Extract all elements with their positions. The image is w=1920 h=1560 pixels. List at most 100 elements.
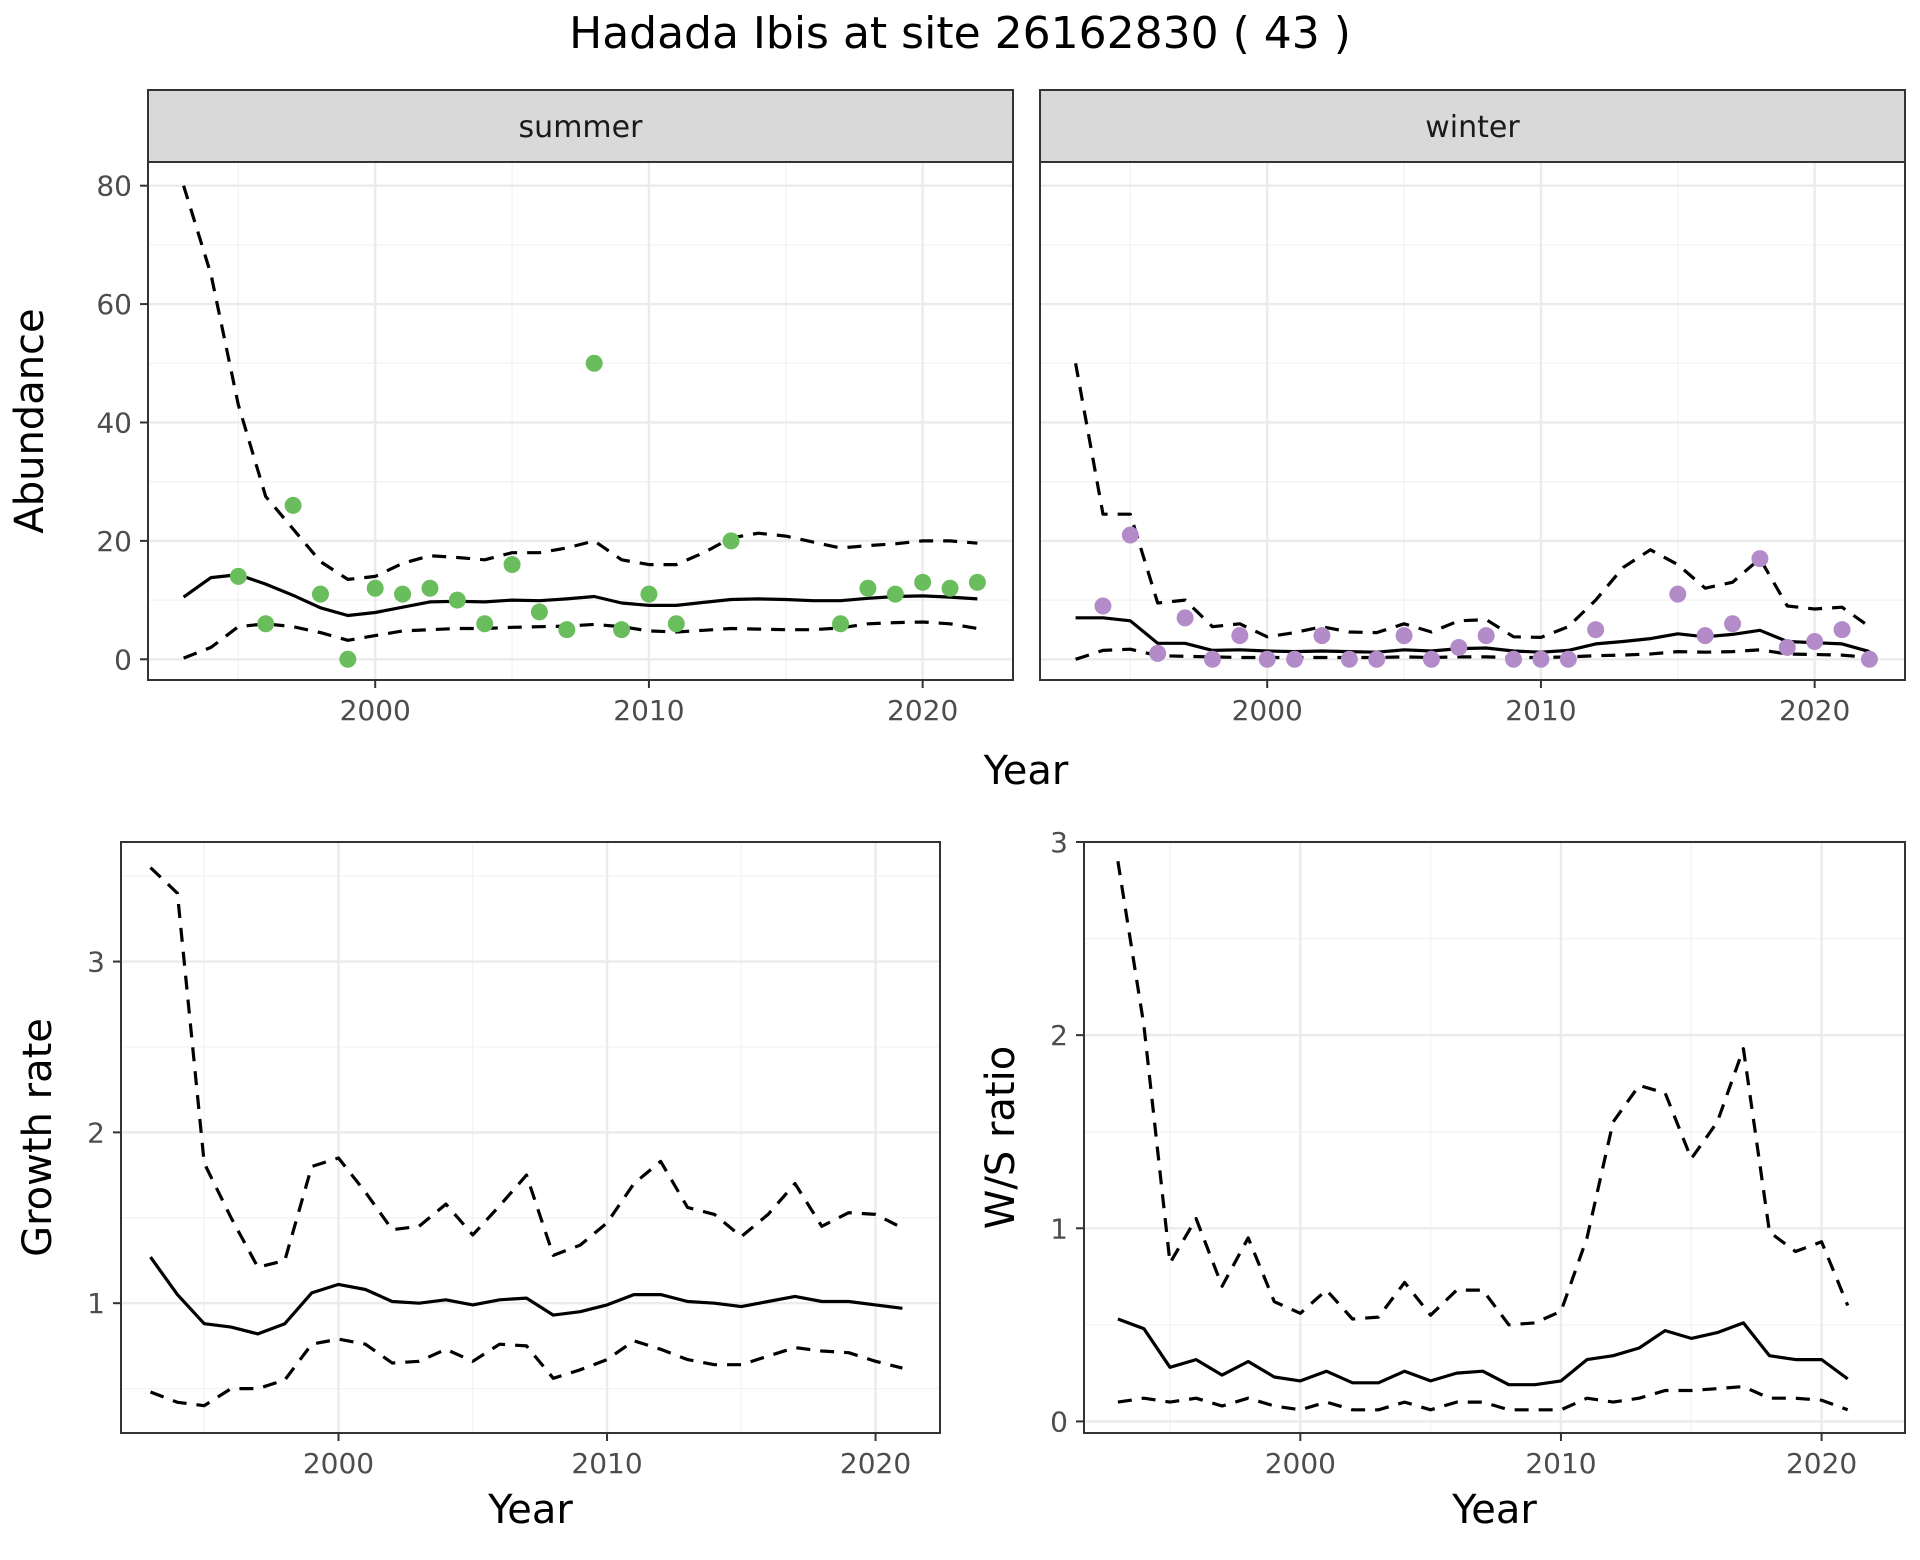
x-tick-label: 2000 <box>1232 694 1303 727</box>
x-axis-title: Year <box>1451 1487 1537 1533</box>
data-point <box>1724 615 1742 633</box>
data-point <box>1833 621 1851 639</box>
data-point <box>1368 650 1386 668</box>
data-point <box>1121 526 1139 544</box>
panel-border <box>147 161 1014 681</box>
data-point <box>1860 650 1878 668</box>
lower-ci-line <box>183 620 978 660</box>
panel-ws_ratio: 2000 2010 2020 0 1 2 3 W/S ratio Year <box>978 826 1906 1533</box>
data-point <box>640 585 658 603</box>
x-tick-label: 2000 <box>303 1447 374 1480</box>
data-point <box>832 615 850 633</box>
facet-strip <box>147 89 1014 163</box>
data-point <box>1313 627 1331 645</box>
x-tick-label: 2010 <box>1525 1447 1596 1480</box>
data-point <box>722 532 740 550</box>
data-point <box>968 573 986 591</box>
data-point <box>886 585 904 603</box>
median-line <box>1117 1317 1849 1387</box>
data-point <box>1422 650 1440 668</box>
y-tick-label: 1 <box>87 1287 105 1320</box>
data-point <box>558 621 576 639</box>
data-point <box>1203 650 1221 668</box>
y-tick-label: 0 <box>1050 1405 1068 1438</box>
facet-strip-label: summer <box>519 110 644 145</box>
upper-ci-line <box>1116 861 1850 1327</box>
data-point <box>585 354 603 372</box>
data-point <box>1450 638 1468 656</box>
y-tick-label: 80 <box>96 170 132 203</box>
y-tick-label: 20 <box>96 525 132 558</box>
data-point <box>366 579 384 597</box>
data-point <box>1258 650 1276 668</box>
data-point <box>1505 650 1523 668</box>
y-tick-label: 60 <box>96 288 132 321</box>
data-point <box>476 615 494 633</box>
data-point <box>1751 550 1769 568</box>
lower-ci-line <box>149 1337 903 1408</box>
data-point <box>859 579 877 597</box>
lower-ci-line <box>1117 1385 1849 1412</box>
data-point <box>1532 650 1550 668</box>
data-point <box>1340 650 1358 668</box>
x-tick-label: 2020 <box>887 694 958 727</box>
data-point <box>941 579 959 597</box>
panel-summer: summer 2000 2010 2020 0 20 40 60 80 Abundance <box>7 89 1014 727</box>
data-point <box>394 585 412 603</box>
chart-title: Hadada Ibis at site 26162830 ( 43 ) <box>569 8 1351 59</box>
panel-border <box>1039 161 1906 681</box>
data-point <box>667 615 685 633</box>
data-point <box>339 650 357 668</box>
x-tick-label: 2000 <box>340 694 411 727</box>
median-line <box>149 1256 903 1336</box>
data-point <box>1806 633 1824 651</box>
data-point <box>1559 650 1577 668</box>
facet-strip <box>1039 89 1906 163</box>
data-point <box>1094 597 1112 615</box>
data-point <box>284 496 302 514</box>
y-axis-title: Abundance <box>7 308 53 533</box>
data-point <box>503 556 521 574</box>
y-tick-label: 3 <box>1050 826 1068 859</box>
data-point <box>1395 627 1413 645</box>
x-axis-title: Year <box>983 748 1069 794</box>
panel-winter: winter 2000 2010 2020 <box>1039 89 1906 727</box>
median-line <box>1075 616 1870 654</box>
x-axis-title: Year <box>487 1487 573 1533</box>
x-tick-label: 2020 <box>1779 694 1850 727</box>
data-point <box>257 615 275 633</box>
panel-border <box>120 841 941 1434</box>
upper-ci-line <box>1074 363 1871 639</box>
panel-border <box>1083 841 1906 1434</box>
data-point <box>530 603 548 621</box>
data-point <box>1286 650 1304 668</box>
lower-ci-line <box>1075 647 1870 661</box>
data-point <box>1669 585 1687 603</box>
x-tick-label: 2010 <box>1505 694 1576 727</box>
x-tick-label: 2020 <box>1786 1447 1857 1480</box>
x-tick-label: 2010 <box>571 1447 642 1480</box>
y-axis-title: W/S ratio <box>978 1046 1024 1229</box>
data-point <box>1477 627 1495 645</box>
upper-ci-line <box>182 185 978 581</box>
y-tick-label: 40 <box>96 406 132 439</box>
median-line <box>182 573 978 618</box>
data-point <box>421 579 439 597</box>
y-tick-label: 0 <box>114 643 132 676</box>
data-point <box>229 567 247 585</box>
upper-ci-line <box>149 866 904 1269</box>
data-point <box>1587 621 1605 639</box>
data-point <box>1176 609 1194 627</box>
y-tick-label: 2 <box>1050 1019 1068 1052</box>
x-tick-label: 2020 <box>840 1447 911 1480</box>
panel-growth: 2000 2010 2020 1 2 3 Growth rate Year <box>15 841 941 1533</box>
data-point <box>1778 638 1796 656</box>
x-tick-label: 2000 <box>1265 1447 1336 1480</box>
data-point <box>1231 627 1249 645</box>
data-point <box>311 585 329 603</box>
data-point <box>914 573 932 591</box>
data-point <box>1696 627 1714 645</box>
data-point <box>1149 644 1167 662</box>
